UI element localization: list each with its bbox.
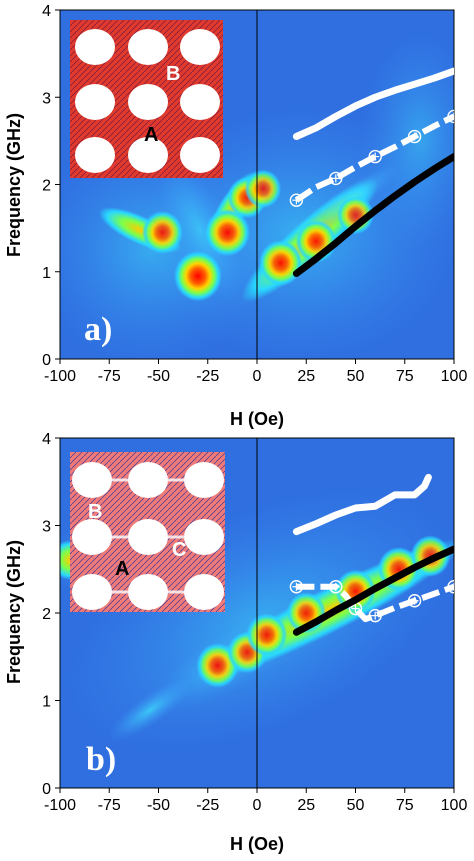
panel-b-x-tick-label: -25 <box>196 797 219 814</box>
panel-a-series-middle-marker-cross <box>450 112 454 121</box>
panel-a: B A a) -100 -75 -50 -25 0 25 50 75 100 0 1 2 3 4 H (O… <box>4 3 468 429</box>
panel-b-x-tick-label: -50 <box>147 797 170 814</box>
panel-b-inset-label-c: C <box>172 539 186 561</box>
panel-a-x-tick-label: -75 <box>98 368 121 385</box>
panel-b-y-axis-label: Frequency (GHz) <box>4 540 24 684</box>
panel-a-y-tick-label: 4 <box>42 3 51 20</box>
panel-b-series-middle-marker <box>368 608 382 623</box>
panel-a-series-upper <box>292 67 454 141</box>
panel-b-x-tick-label: 0 <box>253 797 262 814</box>
panel-b-series-middle-marker-cross <box>331 582 340 591</box>
panel-b-hotspot <box>246 613 288 657</box>
panel-a-y-tick-label: 2 <box>42 178 51 195</box>
panel-a-y-axis-label: Frequency (GHz) <box>4 113 24 257</box>
panel-a-series-lower <box>292 153 454 277</box>
panel-b-series-middle-marker-cross <box>450 582 454 591</box>
panel-b-series-middle-marker <box>329 580 343 594</box>
panel-a-y-tick-label: 1 <box>42 265 51 282</box>
panel-a-y-tick-label: 0 <box>42 352 51 369</box>
panel-b-inset-label-b: B <box>88 501 102 523</box>
panel-a-series-middle-marker <box>289 193 304 207</box>
panel-b-y-tick-label: 4 <box>42 431 51 448</box>
panel-b-series-middle-marker <box>407 594 422 608</box>
panel-b-series-middle-marker-cross <box>410 596 419 605</box>
panel-a-hotspot <box>141 210 183 255</box>
panel-b-x-tick-label: -100 <box>44 797 76 814</box>
panel-a-inset: B A <box>70 20 223 178</box>
panel-b-series-middle-marker <box>289 580 304 594</box>
panel-b-y-tick-label: 3 <box>42 519 51 536</box>
panel-a-hotspot <box>173 250 222 302</box>
panel-b-y-tick-label: 0 <box>42 781 51 798</box>
panel-b: B C A b) -100 -75 -50 -25 0 25 50 75 100 0 1 2 3 4 H … <box>4 431 468 854</box>
panel-a-series-middle-marker-cross <box>331 174 340 183</box>
panel-a-inset-label-b: B <box>166 63 180 85</box>
panel-a-x-tick-label: 50 <box>347 368 365 385</box>
panel-b-x-tick-label: 75 <box>396 797 414 814</box>
panel-a-x-tick-label: 100 <box>441 368 468 385</box>
panel-b-series-middle-marker <box>447 580 454 594</box>
panel-b-series-middle-marker-cross <box>371 611 380 620</box>
panel-b-series-upper <box>292 473 432 536</box>
panel-a-x-tick-label: -25 <box>196 368 219 385</box>
panel-b-y-tick-label: 2 <box>42 606 51 623</box>
panel-b-x-tick-label: 100 <box>441 797 468 814</box>
panel-b-x-axis-label: H (Oe) <box>230 834 284 854</box>
panel-b-y-tick-label: 1 <box>42 694 51 711</box>
panel-a-hotspot <box>244 169 282 209</box>
panel-a-series-middle-marker-cross <box>371 152 380 161</box>
panel-a-hotspot <box>258 240 303 287</box>
panel-a-x-tick-label: 25 <box>297 368 315 385</box>
panel-a-hotspot <box>204 208 251 257</box>
panel-b-x-tick-label: -75 <box>98 797 121 814</box>
panel-a-series-middle-marker <box>329 171 343 186</box>
panel-b-label: b) <box>86 741 116 778</box>
panel-a-x-axis-label: H (Oe) <box>230 409 284 429</box>
panel-a-series-middle <box>294 113 454 203</box>
panel-a-x-tick-label: 75 <box>396 368 414 385</box>
panel-b-series-middle-marker-cross <box>351 604 360 613</box>
panel-a-inset-label-a: A <box>144 124 158 146</box>
panel-b-inset: B C A <box>70 452 225 612</box>
panel-a-hotspot <box>337 195 374 235</box>
panel-a-y-tick-label: 3 <box>42 90 51 107</box>
panel-a-label: a) <box>84 311 112 348</box>
panel-a-intensity-map <box>60 30 454 359</box>
panel-a-x-tick-label: -100 <box>44 368 76 385</box>
panel-a-series-middle-marker-cross <box>292 196 301 205</box>
panel-a-x-tick-label: -50 <box>147 368 170 385</box>
panel-a-series-middle-marker <box>368 149 382 164</box>
panel-b-inset-label-a: A <box>115 558 129 580</box>
panel-a-series-middle-marker <box>407 129 422 144</box>
panel-b-series-lower <box>292 545 454 636</box>
panel-a-series-middle-marker <box>447 109 454 124</box>
panel-b-series-middle-marker-cross <box>292 582 301 591</box>
panel-a-x-tick-label: 0 <box>253 368 262 385</box>
panel-a-series-middle-marker-cross <box>410 132 419 141</box>
panel-b-x-tick-label: 25 <box>297 797 315 814</box>
panel-b-x-tick-label: 50 <box>347 797 365 814</box>
